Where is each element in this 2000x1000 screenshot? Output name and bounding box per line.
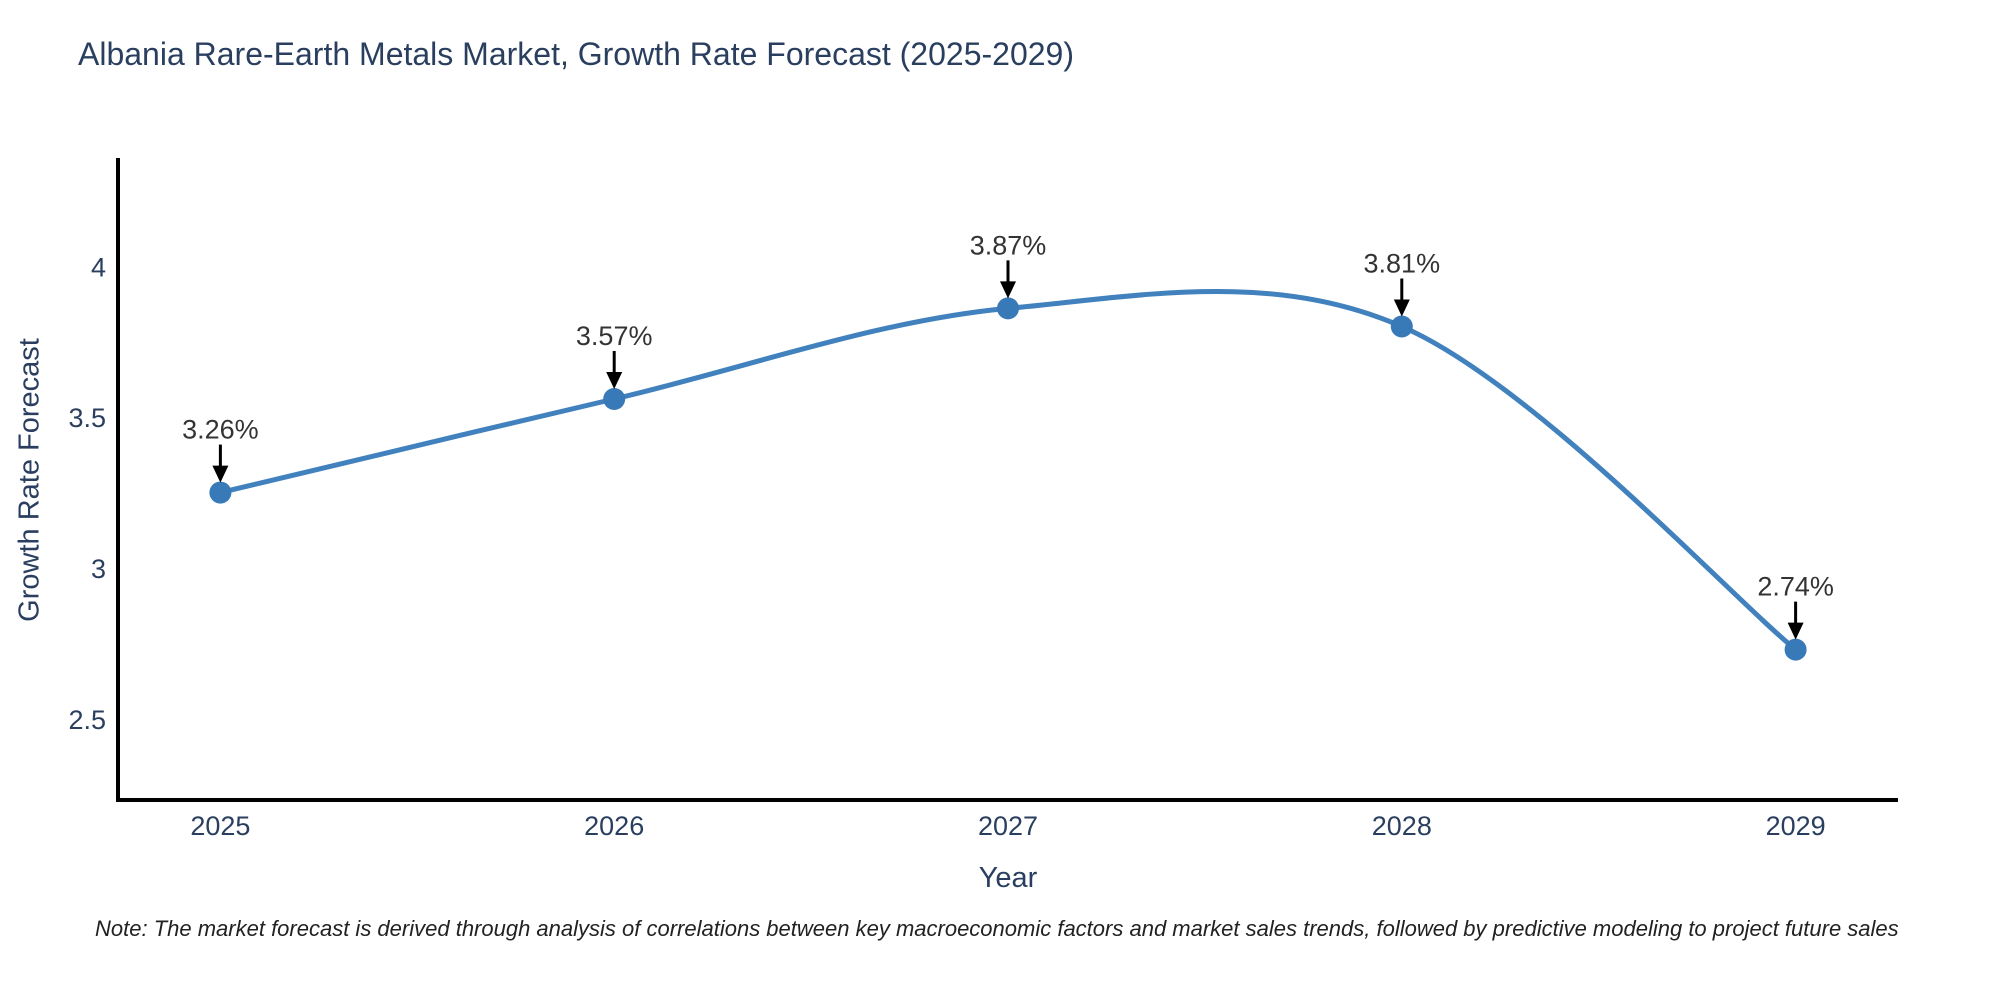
y-tick-label: 3 bbox=[91, 554, 106, 584]
series-line bbox=[217, 288, 1799, 653]
x-tick-label: 2028 bbox=[1372, 811, 1432, 841]
data-point-label: 3.87% bbox=[970, 230, 1047, 260]
data-point-label: 2.74% bbox=[1757, 572, 1834, 602]
annotation-arrow-head bbox=[1787, 622, 1804, 640]
y-tick-label: 2.5 bbox=[68, 705, 106, 735]
y-tick-label: 3.5 bbox=[68, 403, 106, 433]
annotation-arrow-head bbox=[1000, 281, 1016, 299]
x-tick-label: 2027 bbox=[978, 811, 1038, 841]
annotation-arrow-head bbox=[606, 371, 623, 389]
data-point-marker bbox=[1390, 315, 1413, 338]
data-point-marker bbox=[209, 481, 232, 504]
data-point-marker bbox=[1784, 638, 1807, 661]
y-tick-label: 4 bbox=[91, 252, 106, 282]
x-axis-title: Year bbox=[978, 862, 1038, 894]
data-point-marker bbox=[997, 297, 1019, 320]
footnote: Note: The market forecast is derived thr… bbox=[95, 916, 1899, 941]
data-point-marker bbox=[603, 387, 626, 410]
x-tick-label: 2026 bbox=[584, 811, 644, 841]
data-point-label: 3.57% bbox=[576, 321, 653, 351]
annotation-arrow-head bbox=[1393, 299, 1410, 317]
x-tick-label: 2029 bbox=[1766, 811, 1826, 841]
data-point-label: 3.26% bbox=[182, 415, 259, 445]
annotation-arrow-head bbox=[212, 465, 229, 483]
x-tick-label: 2025 bbox=[190, 811, 250, 841]
chart-title: Albania Rare-Earth Metals Market, Growth… bbox=[78, 36, 1074, 72]
data-point-label: 3.81% bbox=[1364, 249, 1441, 279]
